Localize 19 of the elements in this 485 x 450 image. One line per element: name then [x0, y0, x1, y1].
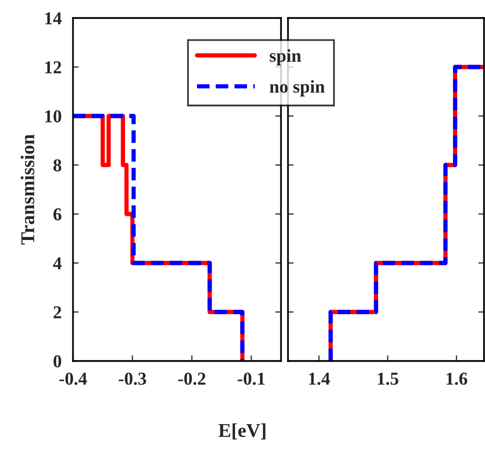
x-tick-label: 1.6 — [446, 372, 468, 385]
x-tick-label: -0.3 — [118, 372, 146, 385]
x-tick-label: -0.1 — [238, 372, 265, 385]
y-tick-label: 8 — [53, 159, 62, 172]
y-tick-label: 14 — [45, 12, 62, 24]
x-tick-label: 1.4 — [309, 372, 330, 385]
x-tick-label: -0.2 — [178, 372, 206, 385]
y-tick-label: 0 — [54, 355, 62, 368]
y-tick-label: 6 — [53, 208, 62, 220]
y-tick-label: 2 — [54, 306, 62, 318]
y-tick-label: 4 — [53, 257, 62, 270]
y-tick-label: 10 — [45, 110, 62, 122]
x-tick-label: 1.5 — [378, 372, 398, 385]
y-axis-title: Transmission — [20, 134, 34, 245]
legend-label: no spin — [270, 80, 325, 96]
y-tick-label: 12 — [45, 61, 62, 74]
legend-label: spin — [270, 49, 302, 66]
x-axis-title: E[eV] — [218, 423, 266, 440]
x-tick-label: -0.4 — [59, 372, 87, 385]
